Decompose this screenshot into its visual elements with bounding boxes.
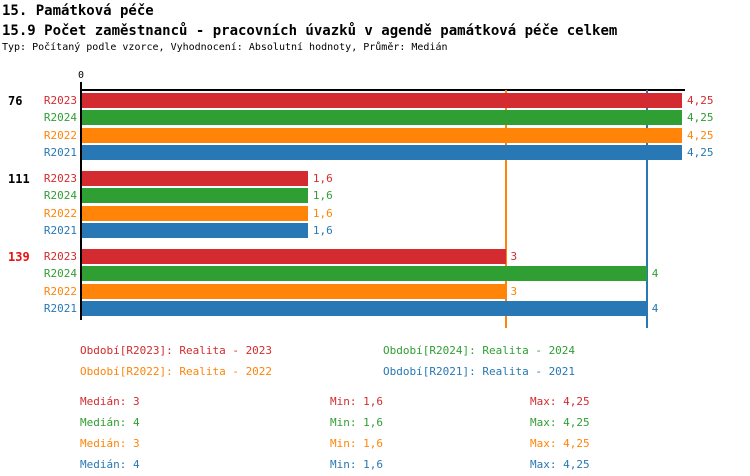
bar-value-76-r2023: 4,25 bbox=[687, 93, 714, 107]
bar-value-111-r2023: 1,6 bbox=[312, 171, 333, 185]
bar-value-139-r2023: 3 bbox=[510, 249, 518, 263]
bar-value-139-r2024: 4 bbox=[651, 267, 659, 280]
group-label-139: 139 bbox=[8, 249, 30, 264]
bar-139-r2024 bbox=[82, 266, 647, 281]
series-label-r2024: R2024 bbox=[43, 189, 77, 202]
bar-139-r2023 bbox=[82, 248, 506, 264]
group-label-111: 111 bbox=[8, 171, 30, 186]
stat-median-r2021: Medián: 4 bbox=[80, 458, 140, 471]
stat-min-r2021: Min: 1,6 bbox=[330, 458, 383, 471]
bar-111-r2023 bbox=[82, 170, 308, 186]
bar-value-139-r2022: 3 bbox=[510, 284, 518, 298]
median-line-r2021 bbox=[645, 90, 648, 328]
stat-max-r2024: Max: 4,25 bbox=[530, 416, 590, 429]
stat-median-r2024: Medián: 4 bbox=[80, 416, 140, 429]
bar-value-139-r2021: 4 bbox=[651, 302, 659, 315]
median-line-r2022 bbox=[504, 90, 507, 328]
bar-139-r2021 bbox=[82, 301, 647, 316]
series-label-r2022: R2022 bbox=[43, 128, 77, 142]
series-label-r2022: R2022 bbox=[43, 284, 77, 298]
bar-139-r2022 bbox=[82, 283, 506, 299]
legend-item-r2024: Období[R2024]: Realita - 2024 bbox=[383, 344, 576, 357]
stat-max-r2023: Max: 4,25 bbox=[530, 395, 590, 408]
stat-min-r2024: Min: 1,6 bbox=[330, 416, 383, 429]
y-axis-line bbox=[80, 89, 82, 320]
series-label-r2021: R2021 bbox=[43, 146, 77, 159]
bar-value-111-r2024: 1,6 bbox=[312, 189, 333, 202]
series-label-r2024: R2024 bbox=[43, 267, 77, 280]
indicator-title: 15.9 Počet zaměstnanců - pracovních úvaz… bbox=[2, 23, 618, 39]
bar-value-111-r2022: 1,6 bbox=[312, 206, 333, 220]
stat-max-r2022: Max: 4,25 bbox=[530, 437, 590, 450]
legend-item-r2021: Období[R2021]: Realita - 2021 bbox=[383, 365, 576, 378]
group-label-76: 76 bbox=[8, 93, 23, 108]
bar-76-r2021 bbox=[82, 145, 682, 160]
series-label-r2023: R2023 bbox=[43, 171, 77, 185]
bar-76-r2023 bbox=[82, 92, 682, 108]
x-axis-tick bbox=[80, 82, 82, 90]
legend-item-r2022: Období[R2022]: Realita - 2022 bbox=[80, 365, 273, 378]
series-label-r2022: R2022 bbox=[43, 206, 77, 220]
x-axis-line bbox=[81, 89, 685, 91]
indicator-subtitle: Typ: Počítaný podle vzorce, Vyhodnocení:… bbox=[2, 42, 448, 53]
bar-value-111-r2021: 1,6 bbox=[312, 224, 333, 237]
legend-item-r2023: Období[R2023]: Realita - 2023 bbox=[80, 344, 273, 357]
bar-111-r2021 bbox=[82, 223, 308, 238]
bar-76-r2022 bbox=[82, 127, 682, 143]
series-label-r2024: R2024 bbox=[43, 111, 77, 124]
bar-value-76-r2022: 4,25 bbox=[687, 128, 714, 142]
stat-max-r2021: Max: 4,25 bbox=[530, 458, 590, 471]
x-axis-zero-label: 0 bbox=[77, 70, 85, 81]
series-label-r2023: R2023 bbox=[43, 249, 77, 263]
series-label-r2021: R2021 bbox=[43, 302, 77, 315]
stat-min-r2022: Min: 1,6 bbox=[330, 437, 383, 450]
series-label-r2021: R2021 bbox=[43, 224, 77, 237]
bar-76-r2024 bbox=[82, 110, 682, 125]
stat-median-r2023: Medián: 3 bbox=[80, 395, 140, 408]
bar-value-76-r2024: 4,25 bbox=[687, 111, 714, 124]
bar-111-r2022 bbox=[82, 205, 308, 221]
series-label-r2023: R2023 bbox=[43, 93, 77, 107]
page-title: 15. Památková péče bbox=[2, 3, 154, 19]
bar-value-76-r2021: 4,25 bbox=[687, 146, 714, 159]
bar-111-r2024 bbox=[82, 188, 308, 203]
stat-min-r2023: Min: 1,6 bbox=[330, 395, 383, 408]
stat-median-r2022: Medián: 3 bbox=[80, 437, 140, 450]
